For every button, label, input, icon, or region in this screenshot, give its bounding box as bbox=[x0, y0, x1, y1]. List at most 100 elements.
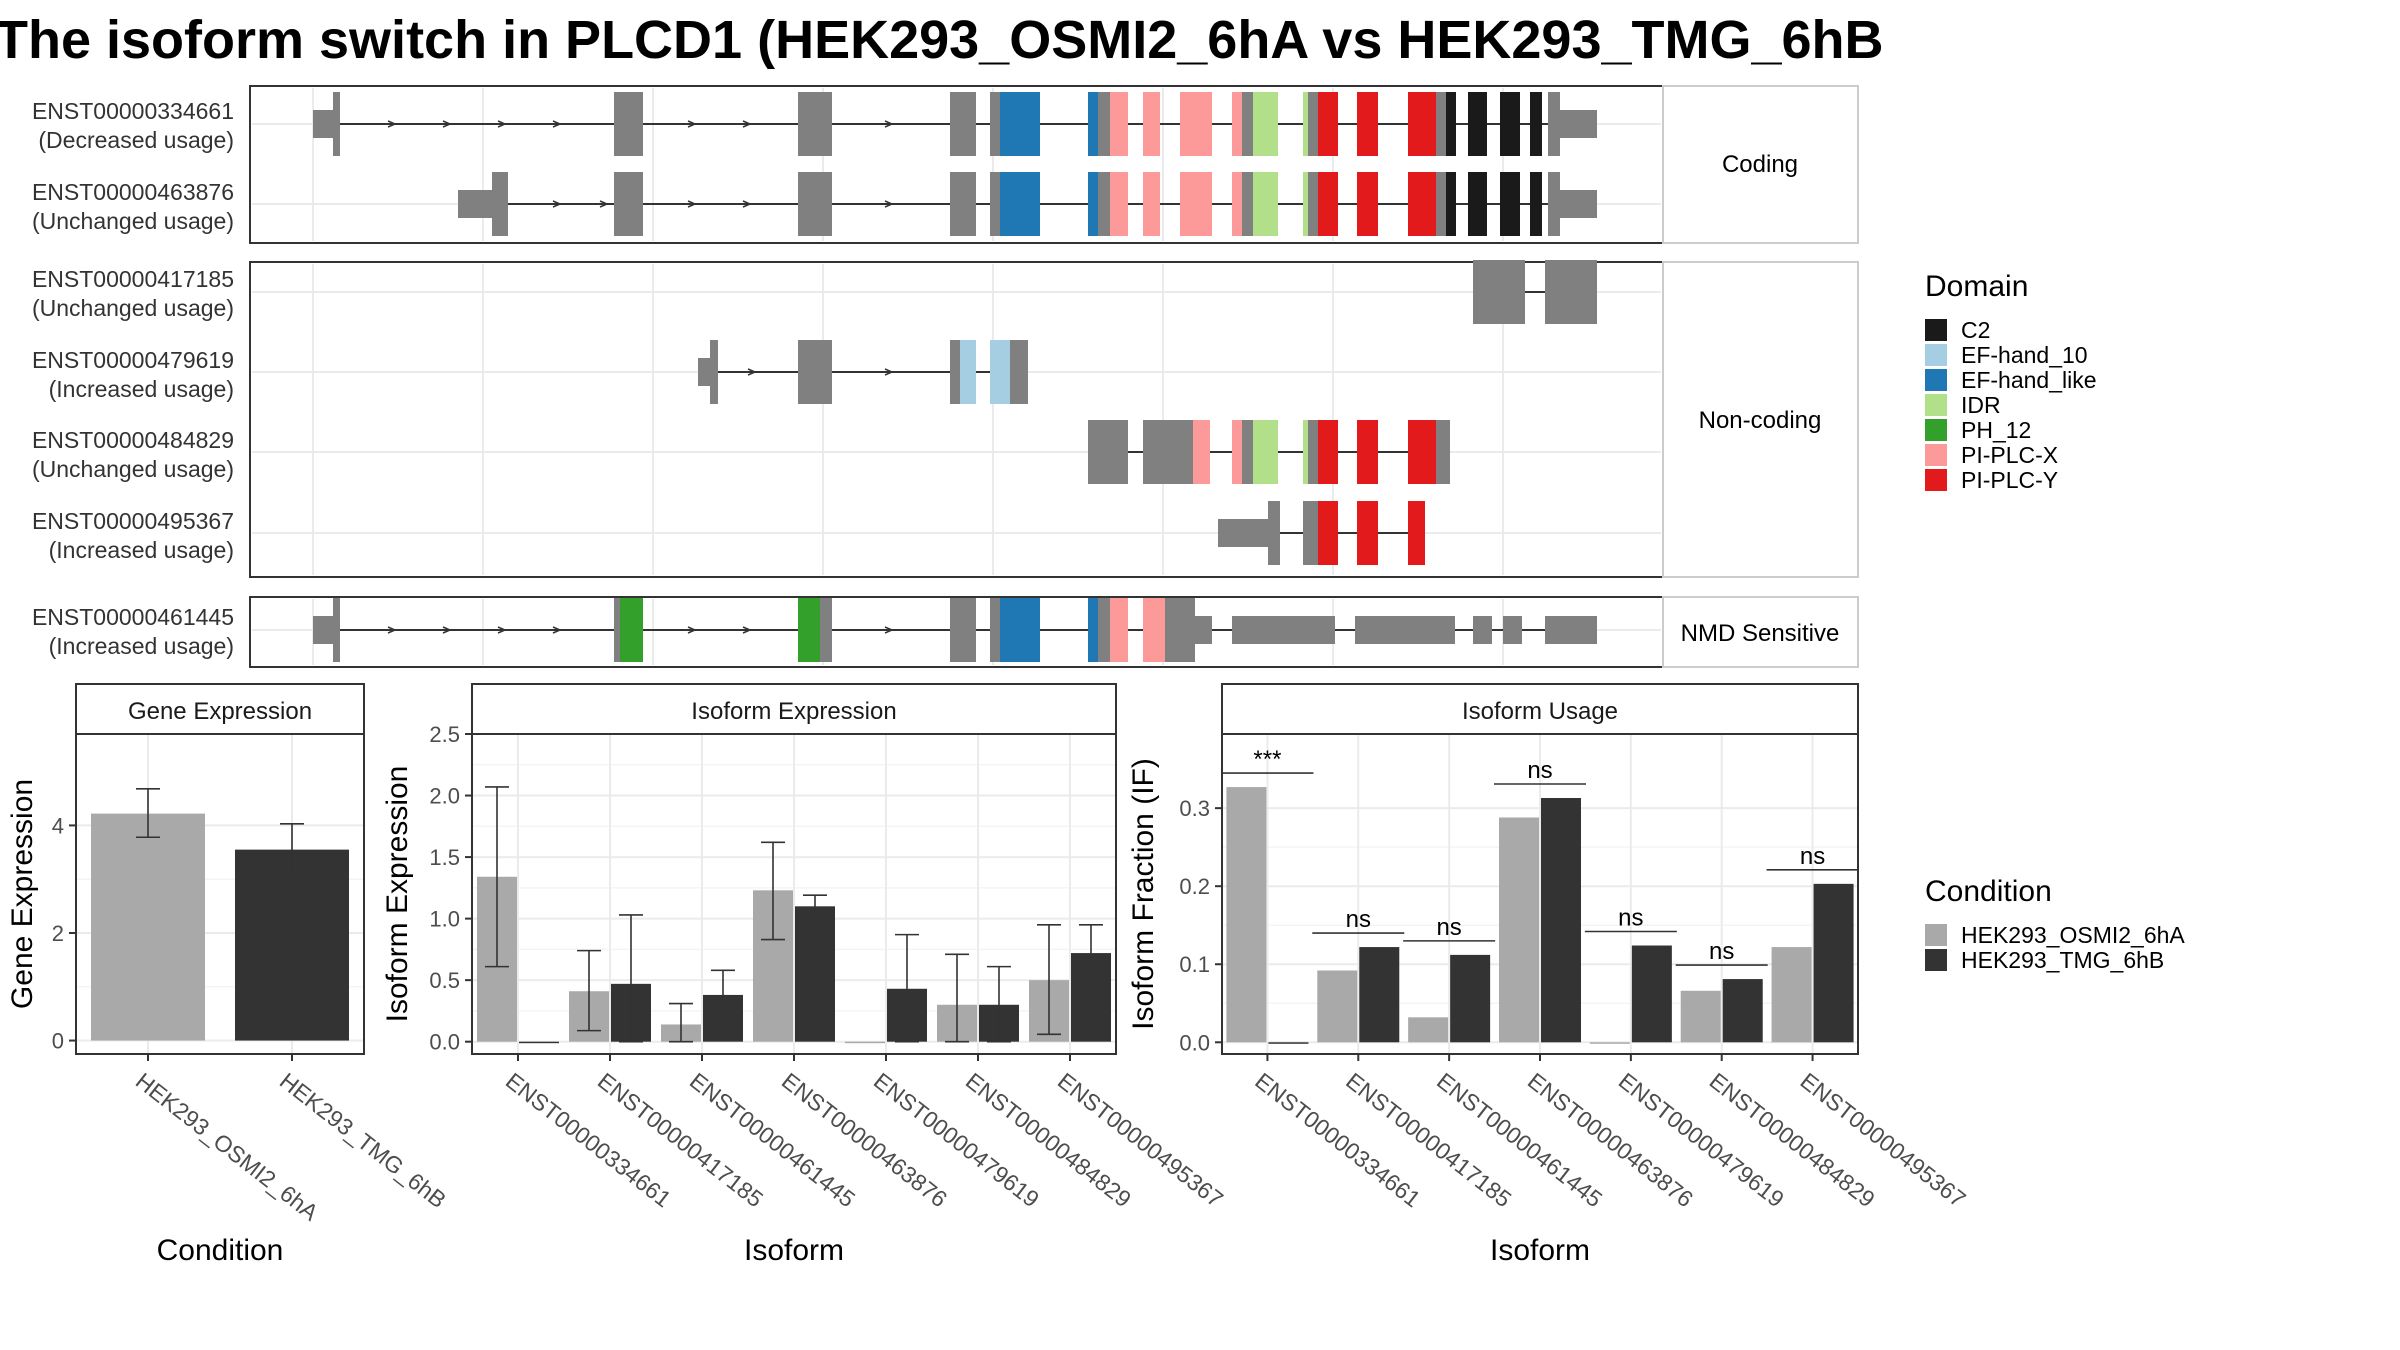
exon bbox=[698, 358, 710, 386]
tx-usage-495367: (Increased usage) bbox=[49, 537, 234, 563]
strand-arrow bbox=[497, 120, 507, 128]
nmd-strip bbox=[1662, 596, 1859, 668]
x-tick-label: ENST00000479619 bbox=[1614, 1067, 1789, 1212]
legend-swatch-pi-plc-y bbox=[1925, 469, 1947, 491]
strand-arrow bbox=[687, 120, 697, 128]
exon bbox=[1253, 92, 1278, 156]
bar bbox=[519, 1041, 559, 1044]
exon bbox=[1560, 190, 1597, 218]
exon bbox=[1088, 92, 1098, 156]
exon bbox=[1143, 598, 1165, 662]
bar bbox=[1317, 970, 1358, 1043]
exon bbox=[1308, 92, 1318, 156]
transcript-structure: Coding Non-coding NMD Sensitive ENST0000… bbox=[32, 85, 1859, 668]
exon bbox=[313, 110, 333, 138]
exon bbox=[1548, 172, 1560, 236]
exon bbox=[1088, 420, 1128, 484]
exon bbox=[960, 340, 976, 404]
bar bbox=[1359, 947, 1400, 1043]
strand-arrow bbox=[552, 200, 562, 208]
tx-label-417185: ENST00000417185 bbox=[32, 266, 234, 292]
exon bbox=[1098, 92, 1110, 156]
tx-usage-417185: (Unchanged usage) bbox=[32, 295, 234, 321]
exon bbox=[1232, 420, 1242, 484]
exon bbox=[990, 172, 1000, 236]
exon bbox=[1357, 172, 1378, 236]
noncoding-strip bbox=[1662, 261, 1859, 578]
bar bbox=[1541, 798, 1581, 1043]
exon bbox=[1408, 420, 1436, 484]
transcript-labels: ENST00000334661 (Decreased usage) ENST00… bbox=[32, 98, 234, 659]
exon bbox=[1436, 420, 1450, 484]
exon bbox=[1318, 92, 1338, 156]
exon bbox=[1545, 616, 1597, 644]
exon bbox=[990, 598, 1000, 662]
y-tick-label: 0.5 bbox=[429, 968, 460, 993]
y-tick-label: 0.3 bbox=[1179, 796, 1210, 821]
strand-arrow bbox=[884, 120, 894, 128]
bar bbox=[235, 849, 349, 1041]
bar bbox=[91, 813, 205, 1041]
error-bar bbox=[895, 933, 919, 1043]
significance-label: ns bbox=[1346, 906, 1371, 933]
exon bbox=[950, 598, 976, 662]
exon bbox=[1193, 420, 1210, 484]
error-bar bbox=[577, 949, 601, 1032]
transcript-484829 bbox=[1088, 420, 1450, 484]
x-tick-label: ENST00000334661 bbox=[1250, 1067, 1425, 1212]
strand-arrow bbox=[387, 626, 397, 634]
bar bbox=[845, 1041, 885, 1044]
exon bbox=[614, 92, 643, 156]
exon bbox=[798, 598, 820, 662]
y-tick-label: 4 bbox=[52, 813, 64, 838]
strand-arrow bbox=[387, 120, 397, 128]
exon bbox=[1303, 501, 1318, 565]
transcript-417185 bbox=[1473, 260, 1597, 324]
exon bbox=[1436, 92, 1446, 156]
transcript-334661 bbox=[313, 92, 1597, 156]
legend-swatch-idr bbox=[1925, 394, 1947, 416]
exon bbox=[1195, 616, 1212, 644]
exon bbox=[1143, 92, 1160, 156]
tx-label-495367: ENST00000495367 bbox=[32, 508, 234, 534]
exon bbox=[798, 92, 832, 156]
error-bar bbox=[803, 894, 827, 919]
strand-arrow bbox=[884, 626, 894, 634]
legend-label-c2: C2 bbox=[1961, 317, 1990, 343]
exon bbox=[1473, 260, 1525, 324]
y-tick-label: 1.0 bbox=[429, 907, 460, 932]
exon bbox=[1268, 501, 1280, 565]
exon bbox=[1253, 172, 1278, 236]
tx-label-463876: ENST00000463876 bbox=[32, 179, 234, 205]
exon bbox=[1010, 340, 1028, 404]
y-tick-label: 0 bbox=[52, 1029, 64, 1054]
bar bbox=[1450, 954, 1491, 1043]
exon bbox=[1180, 92, 1212, 156]
exon bbox=[1242, 92, 1253, 156]
strand-arrow bbox=[884, 368, 894, 376]
y-tick-label: 2 bbox=[52, 921, 64, 946]
exon bbox=[820, 598, 832, 662]
y-tick-label: 0.1 bbox=[1179, 952, 1210, 977]
x-tick-label: ENST00000417185 bbox=[593, 1067, 768, 1212]
exon bbox=[1088, 172, 1098, 236]
bar bbox=[1408, 1017, 1449, 1043]
bar bbox=[1722, 979, 1763, 1043]
chart-title: Isoform Expression bbox=[691, 698, 896, 725]
y-tick-label: 2.5 bbox=[429, 722, 460, 747]
exon bbox=[1303, 420, 1308, 484]
error-bar bbox=[1037, 923, 1061, 1036]
exon bbox=[1503, 616, 1522, 644]
nmd-strip-label: NMD Sensitive bbox=[1681, 620, 1840, 647]
error-bar bbox=[619, 914, 643, 1043]
significance-label: ns bbox=[1618, 905, 1643, 932]
legend-label-condition: HEK293_TMG_6hB bbox=[1961, 947, 2164, 973]
exon bbox=[1308, 420, 1318, 484]
chart-title: Gene Expression bbox=[128, 698, 312, 725]
noncoding-panel bbox=[249, 261, 1664, 578]
x-tick-label: ENST00000484829 bbox=[1705, 1067, 1880, 1212]
x-axis-title: Isoform bbox=[744, 1234, 844, 1267]
x-tick-label: ENST00000495367 bbox=[1053, 1067, 1228, 1212]
legend-swatch-pi-plc-x bbox=[1925, 444, 1947, 466]
y-tick-label: 0.2 bbox=[1179, 874, 1210, 899]
